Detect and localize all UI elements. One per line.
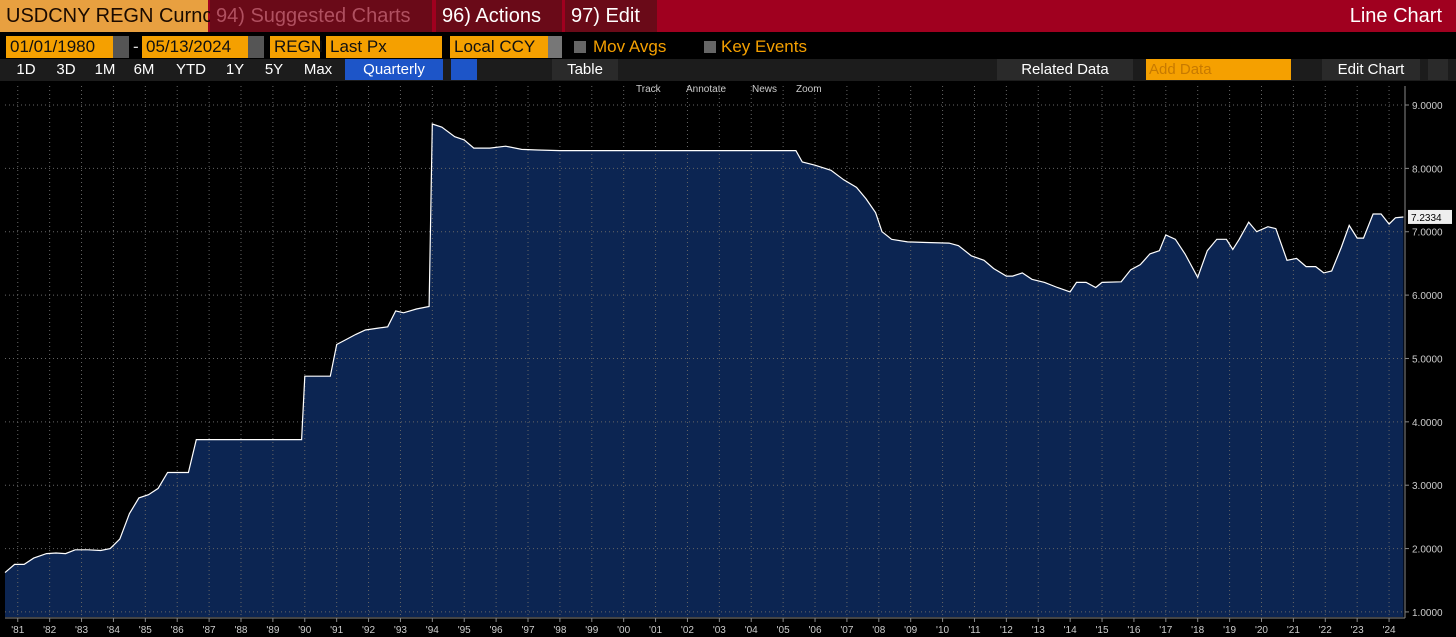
x-tick-label: '88	[234, 625, 247, 636]
table-button[interactable]: Table	[552, 59, 618, 80]
menu[interactable]: 96) Actions	[436, 0, 562, 32]
y-tick-label: 5.0000	[1412, 354, 1443, 365]
x-tick-label: '01	[649, 625, 662, 636]
line	[4, 123, 1404, 574]
chart-tool: Annotate	[686, 84, 726, 95]
x-tick-label: '09	[904, 625, 917, 636]
x-tick-label: '90	[298, 625, 311, 636]
x-tick-label: '82	[43, 625, 56, 636]
x-tick-label: '00	[617, 625, 630, 636]
range-button[interactable]: 3D	[56, 61, 76, 78]
x-tick-label: '12	[1000, 625, 1013, 636]
x-tick-label: '86	[171, 625, 184, 636]
related-data[interactable]: Related Data	[997, 59, 1133, 80]
ticker[interactable]: USDCNY REGN Curnc	[0, 0, 212, 32]
x-tick-label: '84	[107, 625, 120, 636]
x-tick-label: '94	[426, 625, 439, 636]
x-tick-label: '06	[808, 625, 821, 636]
x-tick-label: '10	[936, 625, 949, 636]
range-button[interactable]: 1D	[16, 61, 36, 78]
source[interactable]: REGN	[270, 36, 323, 58]
line-icon[interactable]	[451, 59, 477, 80]
x-tick-label: '05	[777, 625, 790, 636]
end-date[interactable]: 05/13/2024	[142, 36, 248, 58]
chart: Track Annotate News Zoom 1.0000 2.0000 3.0000 4…	[4, 84, 1452, 636]
menu[interactable]: 94) Suggested Charts	[210, 0, 432, 32]
range-button[interactable]: 5Y	[264, 61, 284, 78]
x-tick-label: '99	[585, 625, 598, 636]
dropdown[interactable]	[548, 36, 562, 58]
edit-chart[interactable]: Edit Chart	[1322, 59, 1420, 80]
field[interactable]: Last Px	[326, 36, 442, 58]
add-data[interactable]: Add Data	[1146, 59, 1291, 80]
y-tick-label: 2.0000	[1412, 545, 1443, 556]
x-tick-label: '92	[362, 625, 375, 636]
x-tick-label: '13	[1032, 625, 1045, 636]
x-tick-label: '23	[1351, 625, 1364, 636]
x-tick-label: '08	[872, 625, 885, 636]
x-tick-label: '81	[11, 625, 24, 636]
x-tick-label: '96	[490, 625, 503, 636]
check-label[interactable]: Mov Avgs	[593, 37, 667, 56]
y-tick-label: 3.0000	[1412, 481, 1443, 492]
menu[interactable]: 97) Edit	[565, 0, 657, 32]
y-tick-label: 9.0000	[1412, 101, 1443, 112]
y-tick-label: 6.0000	[1412, 291, 1443, 302]
checkbox[interactable]	[704, 41, 716, 53]
x-tick-label: '19	[1223, 625, 1236, 636]
last-value-label: 7.2334	[1411, 213, 1442, 224]
settings[interactable]	[1428, 59, 1448, 80]
range-button[interactable]: 6M	[133, 61, 155, 78]
range-button[interactable]: Max	[303, 61, 333, 78]
x-tick-label: '98	[553, 625, 566, 636]
calendar-icon[interactable]	[113, 36, 129, 58]
x-tick-label: '91	[330, 625, 343, 636]
x-tick-label: '18	[1191, 625, 1204, 636]
dash: -	[133, 37, 139, 56]
check-label[interactable]: Key Events	[721, 37, 807, 56]
x-tick-label: '22	[1319, 625, 1332, 636]
x-tick-label: '16	[1127, 625, 1140, 636]
range-button[interactable]: 1Y	[225, 61, 245, 78]
x-tick-label: '97	[521, 625, 534, 636]
x-tick-label: '04	[745, 625, 758, 636]
y-tick-label: 7.0000	[1412, 228, 1443, 239]
x-tick-label: '85	[139, 625, 152, 636]
chart-tool: News	[752, 84, 777, 95]
chart-kind: Line Chart	[1349, 5, 1442, 27]
range-button[interactable]: YTD	[176, 61, 206, 78]
x-tick-label: '95	[458, 625, 471, 636]
chart-tool: Zoom	[796, 84, 822, 95]
y-tick-label: 8.0000	[1412, 164, 1443, 175]
y-tick-label: 4.0000	[1412, 418, 1443, 429]
x-tick-label: '03	[713, 625, 726, 636]
x-tick-label: '20	[1255, 625, 1268, 636]
x-tick-label: '02	[681, 625, 694, 636]
chart-tool: Track	[636, 84, 662, 95]
x-tick-label: '93	[394, 625, 407, 636]
y-tick-label: 1.0000	[1412, 608, 1443, 619]
last-value-box	[1408, 209, 1452, 224]
x-tick-label: '14	[1064, 625, 1077, 636]
x-tick-label: '11	[968, 625, 981, 636]
calendar-icon[interactable]	[248, 36, 264, 58]
x-tick-label: '07	[840, 625, 853, 636]
currency[interactable]: Local CCY	[450, 36, 548, 58]
x-tick-label: '17	[1159, 625, 1172, 636]
period[interactable]: Quarterly	[345, 59, 443, 80]
range-button[interactable]: 1M	[94, 61, 116, 78]
x-tick-label: '21	[1287, 625, 1300, 636]
area	[5, 124, 1404, 617]
x-tick-label: '15	[1096, 625, 1109, 636]
x-tick-label: '89	[266, 625, 279, 636]
x-tick-label: '87	[203, 625, 216, 636]
start-date[interactable]: 01/01/1980	[6, 36, 118, 58]
checkbox[interactable]	[574, 41, 586, 53]
x-tick-label: '24	[1383, 625, 1396, 636]
x-tick-label: '83	[75, 625, 88, 636]
